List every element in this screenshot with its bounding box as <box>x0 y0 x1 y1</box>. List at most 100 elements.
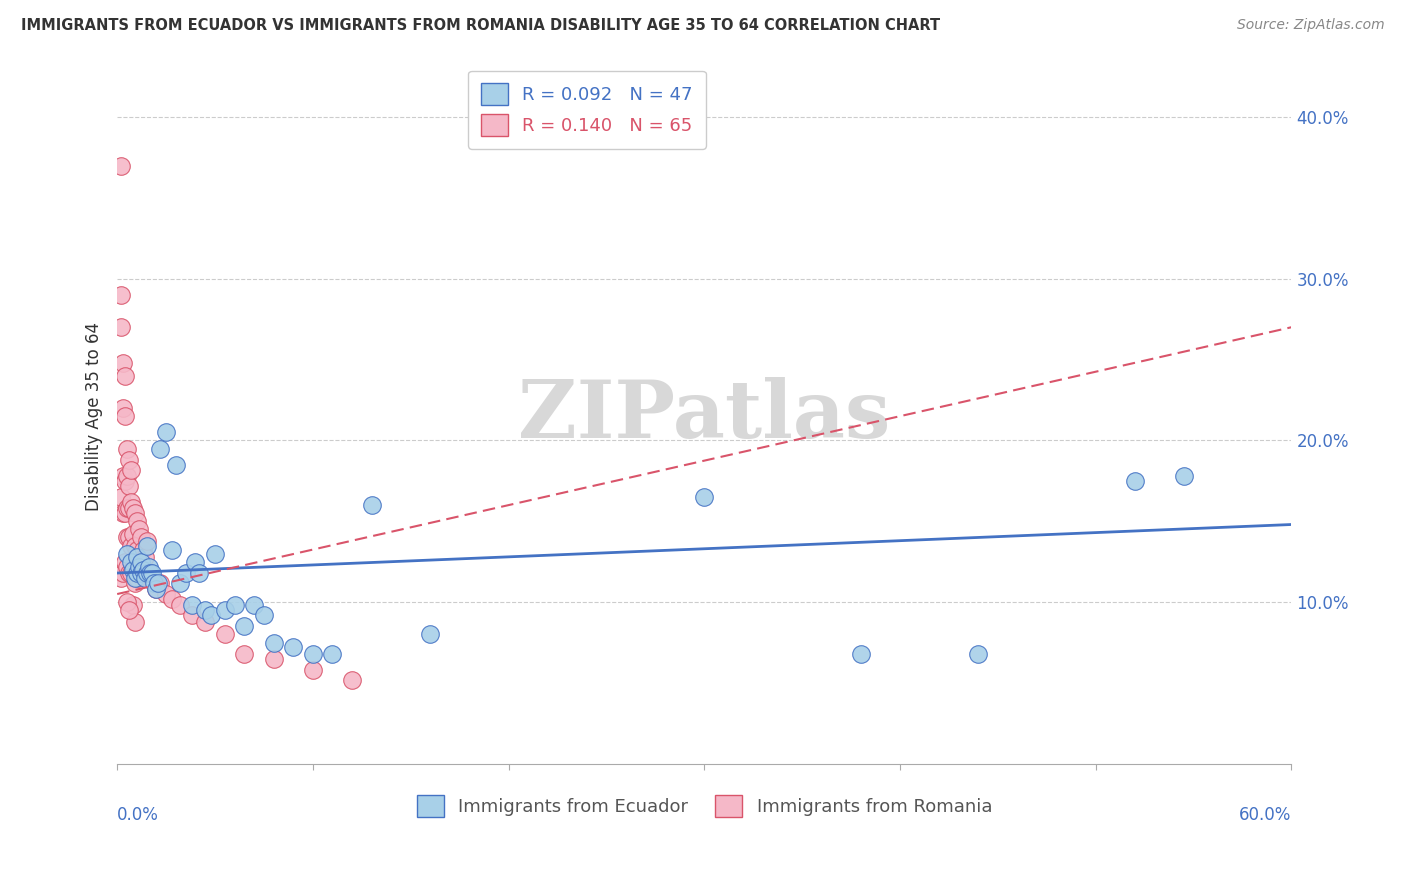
Point <box>110 490 132 504</box>
Point <box>118 531 141 545</box>
Point <box>149 575 172 590</box>
Point <box>125 543 148 558</box>
Point <box>124 571 146 585</box>
Text: Source: ZipAtlas.com: Source: ZipAtlas.com <box>1237 18 1385 32</box>
Point <box>138 566 160 580</box>
Point <box>115 531 138 545</box>
Point <box>118 566 141 580</box>
Point <box>112 566 135 580</box>
Point <box>135 566 157 580</box>
Point <box>129 531 152 545</box>
Point <box>114 555 136 569</box>
Point <box>194 603 217 617</box>
Point <box>120 495 142 509</box>
Point <box>121 563 143 577</box>
Point <box>1123 474 1146 488</box>
Point <box>129 563 152 577</box>
Point <box>124 506 146 520</box>
Point <box>141 566 163 580</box>
Point <box>125 571 148 585</box>
Point <box>174 566 197 580</box>
Point <box>180 599 202 613</box>
Point <box>160 591 183 606</box>
Point <box>849 647 872 661</box>
Point <box>224 599 246 613</box>
Point <box>145 582 167 597</box>
Point <box>114 409 136 424</box>
Point <box>115 442 138 456</box>
Point <box>121 501 143 516</box>
Point <box>114 368 136 383</box>
Point <box>160 543 183 558</box>
Point <box>115 501 138 516</box>
Point <box>145 582 167 597</box>
Point <box>149 442 172 456</box>
Point <box>155 587 177 601</box>
Y-axis label: Disability Age 35 to 64: Disability Age 35 to 64 <box>86 322 103 511</box>
Point <box>243 599 266 613</box>
Point <box>233 619 256 633</box>
Point <box>139 566 162 580</box>
Point <box>129 566 152 580</box>
Point <box>169 599 191 613</box>
Point <box>115 547 138 561</box>
Point <box>214 627 236 641</box>
Point <box>302 663 325 677</box>
Point <box>180 608 202 623</box>
Text: 60.0%: 60.0% <box>1239 805 1292 823</box>
Point <box>134 549 156 564</box>
Point <box>125 549 148 564</box>
Text: ZIPatlas: ZIPatlas <box>519 377 890 455</box>
Point <box>131 563 153 577</box>
Point <box>283 640 305 655</box>
Point <box>360 498 382 512</box>
Point <box>112 469 135 483</box>
Point <box>124 575 146 590</box>
Point <box>112 506 135 520</box>
Point <box>340 673 363 687</box>
Point <box>139 566 162 580</box>
Point <box>200 608 222 623</box>
Point <box>148 575 170 590</box>
Point <box>112 401 135 415</box>
Point <box>214 603 236 617</box>
Point <box>131 543 153 558</box>
Point <box>120 539 142 553</box>
Point <box>121 559 143 574</box>
Point <box>188 566 211 580</box>
Point <box>121 599 143 613</box>
Point <box>124 539 146 553</box>
Point <box>169 575 191 590</box>
Point <box>115 595 138 609</box>
Point <box>118 501 141 516</box>
Point <box>138 559 160 574</box>
Point <box>110 288 132 302</box>
Point <box>118 479 141 493</box>
Point <box>120 462 142 476</box>
Point <box>125 566 148 580</box>
Point <box>165 458 187 472</box>
Point <box>128 559 150 574</box>
Point <box>184 555 207 569</box>
Point <box>118 603 141 617</box>
Point <box>115 559 138 574</box>
Point <box>1173 469 1195 483</box>
Point <box>194 615 217 629</box>
Point <box>263 635 285 649</box>
Point <box>128 555 150 569</box>
Point <box>118 453 141 467</box>
Point <box>134 571 156 585</box>
Point <box>693 490 716 504</box>
Point <box>419 627 441 641</box>
Point <box>253 608 276 623</box>
Point <box>967 647 990 661</box>
Point <box>263 651 285 665</box>
Point <box>120 566 142 580</box>
Text: IMMIGRANTS FROM ECUADOR VS IMMIGRANTS FROM ROMANIA DISABILITY AGE 35 TO 64 CORRE: IMMIGRANTS FROM ECUADOR VS IMMIGRANTS FR… <box>21 18 941 33</box>
Point <box>155 425 177 440</box>
Legend: Immigrants from Ecuador, Immigrants from Romania: Immigrants from Ecuador, Immigrants from… <box>409 788 1000 824</box>
Point <box>135 539 157 553</box>
Point <box>114 506 136 520</box>
Point <box>128 522 150 536</box>
Point <box>141 571 163 585</box>
